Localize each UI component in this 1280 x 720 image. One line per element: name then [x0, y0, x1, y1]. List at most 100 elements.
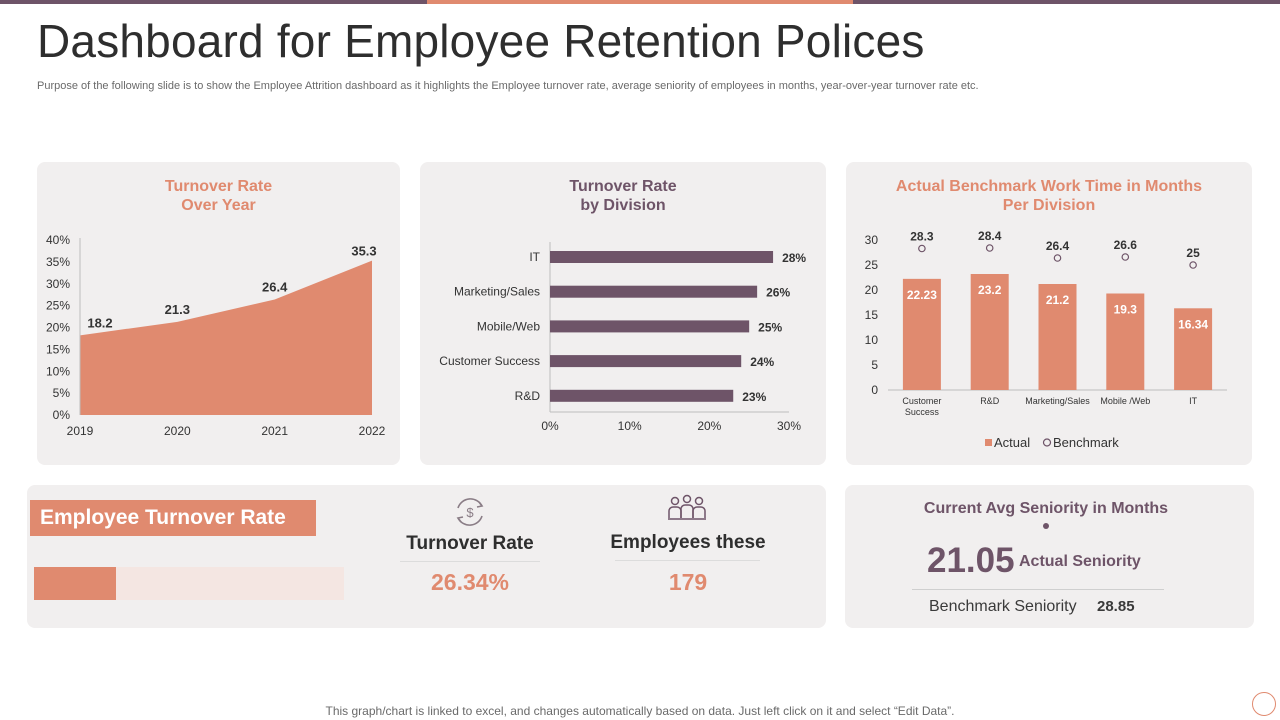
seniority-divider	[912, 589, 1164, 590]
x-tick-label: 2020	[164, 424, 191, 438]
chart1-svg: 0% 5% 10% 15% 20% 25% 30% 35% 40% 2019 2020 2021 202…	[46, 233, 386, 438]
benchmark-data-label: 26.6	[1114, 238, 1138, 252]
chart2-title-line1: Turnover Rate	[569, 178, 677, 195]
y-tick-label: 10	[865, 333, 879, 347]
y-tick-label: 5	[871, 358, 878, 372]
benchmark-point	[985, 244, 994, 252]
page-title: Dashboard for Employee Retention Polices	[37, 15, 925, 67]
data-label: 21.3	[165, 302, 190, 317]
x-tick-label: 30%	[777, 419, 801, 433]
y-tick-label: 5%	[53, 386, 71, 400]
x-tick-label: 2022	[359, 424, 386, 438]
actual-data-label: 19.3	[1114, 303, 1138, 317]
data-label: 35.3	[351, 244, 376, 259]
dollar-cycle-icon: $	[456, 498, 484, 526]
benchmark-point	[918, 244, 926, 253]
actual-bar	[1106, 293, 1145, 390]
chart1-title-line1: Turnover Rate	[164, 178, 273, 195]
actual-bar	[1174, 308, 1213, 390]
benchmark-point	[1189, 261, 1197, 269]
actual-seniority-value: 21.05	[927, 541, 1015, 580]
turnover-rate-label: Turnover Rate	[406, 533, 534, 554]
turnover-rate-divider	[400, 561, 540, 562]
chart2-title: Turnover Rate by Division	[420, 177, 826, 215]
panel-avg-seniority	[845, 485, 1254, 628]
turnover-progress-fill	[34, 567, 116, 600]
category-label: IT	[529, 250, 540, 264]
footer-note: This graph/chart is linked to excel, and…	[325, 704, 955, 718]
y-tick-label: 10%	[46, 364, 70, 378]
data-label: 25%	[758, 320, 782, 334]
actual-seniority-label: Actual Seniority	[1019, 553, 1141, 570]
turnover-rate-value: 26.34%	[430, 569, 509, 595]
y-tick-label: 0%	[53, 408, 71, 422]
x-tick-label: 10%	[618, 419, 642, 433]
y-tick-label: 30%	[46, 277, 70, 291]
x-tick-label: Marketing/Sales	[1025, 396, 1090, 406]
benchmark-data-label: 25	[1186, 246, 1200, 260]
chart3-title-line1: Actual Benchmark Work Time in Months	[895, 178, 1203, 195]
x-tick-label: IT	[1189, 396, 1198, 406]
bar-marketing-sales	[550, 285, 758, 298]
corner-circle-decoration	[1252, 692, 1276, 716]
page-subtitle: Purpose of the following slide is to sho…	[37, 80, 979, 92]
category-label: Customer Success	[439, 354, 540, 368]
top-accent-bar	[0, 0, 1280, 4]
legend-benchmark-swatch	[1042, 438, 1052, 447]
benchmark-seniority-label: Benchmark Seniority	[929, 598, 1077, 615]
top-bar-segment-right	[853, 0, 1280, 4]
benchmark-data-label: 28.3	[910, 230, 934, 244]
panel-turnover-by-division: Turnover Rate by Division IT 28% Marketing…	[420, 162, 826, 465]
x-tick-label: 2021	[261, 424, 288, 438]
y-tick-label: 15%	[46, 342, 70, 356]
y-tick-label: 15	[865, 308, 879, 322]
x-tick-label: 2019	[67, 424, 94, 438]
employee-turnover-rate-label: Employee Turnover Rate	[30, 500, 316, 536]
legend-actual-label: Actual	[994, 435, 1030, 450]
legend-benchmark-label: Benchmark	[1053, 435, 1119, 450]
bar-customer-success	[550, 355, 742, 368]
category-label: R&D	[515, 389, 541, 403]
x-tick-label: 20%	[697, 419, 721, 433]
data-label: 26%	[766, 286, 790, 300]
people-group-icon	[668, 494, 706, 520]
top-bar-segment-left	[0, 0, 427, 4]
y-tick-label: 35%	[46, 255, 70, 269]
benchmark-data-label: 28.4	[978, 229, 1002, 243]
turnover-progress-track	[34, 567, 344, 600]
svg-text:$: $	[466, 505, 474, 520]
data-label: 24%	[750, 355, 774, 369]
actual-data-label: 23.2	[978, 283, 1002, 297]
top-bar-segment-middle	[427, 0, 853, 4]
legend-actual-swatch	[985, 439, 992, 446]
chart3-title: Actual Benchmark Work Time in Months Per…	[846, 177, 1252, 215]
panel-benchmark-work-time: Actual Benchmark Work Time in Months Per…	[846, 162, 1252, 465]
chart2-title-line2: by Division	[580, 197, 666, 214]
chart1-title: Turnover Rate Over Year	[37, 177, 400, 215]
seniority-title: Current Avg Seniority in Months	[923, 500, 1169, 517]
benchmark-point	[1053, 254, 1062, 262]
x-tick-label: Customer	[902, 396, 941, 406]
actual-data-label: 16.34	[1178, 317, 1208, 331]
data-label: 26.4	[262, 280, 288, 295]
benchmark-seniority-value: 28.85	[1097, 598, 1135, 615]
y-tick-label: 40%	[46, 233, 70, 247]
x-tick-label: R&D	[980, 396, 1000, 406]
bar-it	[550, 251, 774, 263]
benchmark-data-label: 26.4	[1046, 239, 1070, 253]
y-tick-label: 25%	[46, 299, 70, 313]
actual-data-label: 22.23	[907, 288, 937, 302]
x-tick-label: Mobile /Web	[1100, 396, 1150, 406]
category-label: Marketing/Sales	[454, 285, 540, 299]
employees-value: 179	[668, 569, 708, 595]
actual-data-label: 21.2	[1046, 293, 1070, 307]
y-tick-label: 25	[865, 258, 879, 272]
data-label: 23%	[742, 390, 766, 404]
actual-bar	[902, 278, 941, 390]
panel-turnover-over-year: Turnover Rate Over Year 0% 5% 10% 15% 20% 25%…	[37, 162, 400, 465]
chart3-title-line2: Per Division	[1002, 197, 1096, 214]
x-tick-label: 0%	[541, 419, 559, 433]
employees-label: Employees these	[610, 532, 766, 553]
actual-bar	[1038, 284, 1077, 390]
chart1-title-line2: Over Year	[181, 197, 256, 214]
